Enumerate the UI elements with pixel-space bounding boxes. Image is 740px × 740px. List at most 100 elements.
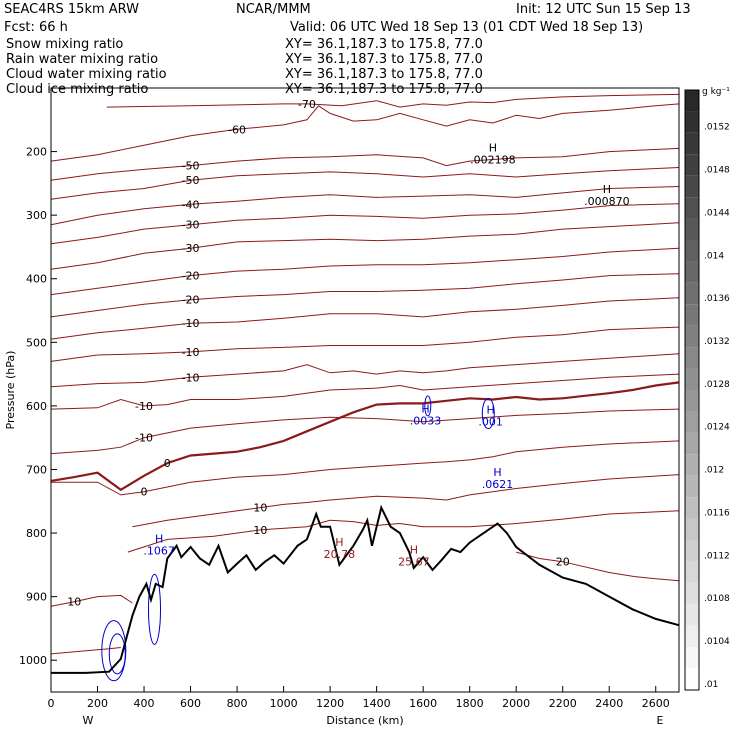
extrema-labels: H.002198H.000870H.0033H.001H.0621H.1067H… bbox=[143, 142, 629, 569]
colorbar-swatch bbox=[685, 368, 699, 390]
x-tick-label: 0 bbox=[48, 697, 55, 710]
colorbar-swatch bbox=[685, 111, 699, 133]
colorbar-swatch bbox=[685, 454, 699, 476]
colorbar-swatch bbox=[685, 282, 699, 305]
colorbar-label: .0104 bbox=[704, 637, 730, 647]
contour-label: -30 bbox=[182, 242, 200, 255]
contour-line bbox=[50, 408, 680, 455]
colorbar-swatch bbox=[685, 304, 699, 326]
y-tick-label: 700 bbox=[26, 463, 47, 476]
extremum-letter: H bbox=[335, 536, 343, 549]
colorbar-swatch bbox=[685, 154, 699, 176]
colorbar-swatch bbox=[685, 497, 699, 519]
cloud-contour bbox=[108, 633, 126, 675]
extremum-value: .1067 bbox=[143, 545, 175, 558]
y-tick-label: 800 bbox=[26, 527, 47, 540]
contour-label: -50 bbox=[182, 160, 200, 173]
contour-label: -60 bbox=[228, 123, 246, 136]
contour-line bbox=[50, 373, 680, 410]
contour-label: -30 bbox=[182, 219, 200, 232]
contour-label: 20 bbox=[556, 556, 570, 569]
x-tick-label: 2200 bbox=[549, 697, 577, 710]
plot-frame bbox=[50, 87, 680, 693]
contour-label: 10 bbox=[253, 524, 267, 537]
colorbar-swatch bbox=[685, 411, 699, 433]
cloud-contour bbox=[101, 620, 127, 682]
contour-line bbox=[50, 147, 680, 181]
cloud-contour bbox=[424, 395, 432, 417]
x-tick-label: 1000 bbox=[270, 697, 298, 710]
contour-line bbox=[50, 297, 680, 340]
colorbar-label: .0136 bbox=[704, 294, 730, 304]
contour-line bbox=[50, 594, 133, 607]
colorbar-label: .0124 bbox=[704, 423, 730, 433]
extremum-value: 20.78 bbox=[324, 548, 356, 561]
init-time: Init: 12 UTC Sun 15 Sep 13 bbox=[516, 2, 691, 17]
extremum-letter: H bbox=[155, 533, 163, 546]
colorbar-swatch bbox=[685, 540, 699, 562]
colorbar-swatch bbox=[685, 261, 699, 283]
y-axis-label: Pressure (hPa) bbox=[4, 351, 17, 430]
extremum-letter: H bbox=[603, 183, 611, 196]
center-title: NCAR/MMM bbox=[236, 2, 311, 17]
y-tick-label: 200 bbox=[26, 146, 47, 159]
contour-label: 0 bbox=[164, 457, 171, 470]
west-endpoint: W bbox=[83, 714, 94, 727]
colorbar-swatch bbox=[685, 647, 699, 669]
contour-line bbox=[51, 440, 680, 496]
cloud-contour bbox=[148, 573, 162, 645]
contour-label: -20 bbox=[182, 294, 200, 307]
colorbar-swatch bbox=[685, 175, 699, 198]
y-tick-label: 400 bbox=[26, 273, 47, 286]
contour-line bbox=[50, 186, 680, 226]
colorbar-swatch bbox=[685, 518, 699, 540]
y-tick-label: 1000 bbox=[19, 654, 47, 667]
extremum-value: .0033 bbox=[410, 414, 442, 427]
y-tick-label: 300 bbox=[26, 209, 47, 222]
colorbar-label: .0148 bbox=[704, 166, 730, 176]
colorbar-swatch bbox=[685, 390, 699, 412]
colorbar-swatch bbox=[685, 218, 699, 240]
contour-line bbox=[50, 103, 680, 162]
colorbar-swatch bbox=[685, 582, 699, 605]
valid-time: Valid: 06 UTC Wed 18 Sep 13 (01 CDT Wed … bbox=[290, 20, 643, 35]
colorbar-swatch bbox=[685, 475, 699, 498]
colorbar-swatch bbox=[685, 347, 699, 369]
contour-line bbox=[516, 551, 680, 582]
field-xy-cloud-ice: XY= 36.1,187.3 to 175.8, 77.0 bbox=[285, 82, 483, 97]
field-xy-cloud-water: XY= 36.1,187.3 to 175.8, 77.0 bbox=[285, 67, 483, 82]
colorbar-swatch bbox=[685, 240, 699, 262]
contour-line bbox=[106, 93, 680, 108]
contour-line bbox=[50, 273, 680, 318]
contour-label: -10 bbox=[182, 346, 200, 359]
extremum-value: .002198 bbox=[470, 154, 516, 167]
colorbar-label: .014 bbox=[704, 251, 724, 261]
x-tick-label: 600 bbox=[180, 697, 201, 710]
extremum-letter: H bbox=[489, 142, 497, 155]
contour-line bbox=[50, 326, 680, 362]
contour-line bbox=[50, 381, 680, 492]
contour-line bbox=[50, 222, 680, 270]
contour-label: 10 bbox=[253, 502, 267, 515]
contour-label: 0 bbox=[141, 486, 148, 499]
cloud-water-contours bbox=[101, 395, 495, 682]
colorbar-label: .0144 bbox=[704, 208, 730, 218]
colorbar-swatch bbox=[685, 561, 699, 583]
model-title: SEAC4RS 15km ARW bbox=[4, 2, 139, 17]
terrain-profile bbox=[51, 504, 680, 674]
x-tick-label: 2400 bbox=[595, 697, 623, 710]
x-tick-label: 800 bbox=[227, 697, 248, 710]
colorbar-swatch bbox=[685, 432, 699, 455]
field-name-rain: Rain water mixing ratio bbox=[6, 52, 158, 67]
x-tick-label: 1800 bbox=[456, 697, 484, 710]
contour-label: -70 bbox=[298, 98, 316, 111]
contour-line bbox=[50, 353, 680, 388]
extremum-value: .001 bbox=[478, 416, 503, 429]
colorbar-swatch bbox=[685, 197, 699, 219]
colorbar-swatch bbox=[685, 668, 699, 690]
x-tick-label: 1400 bbox=[363, 697, 391, 710]
colorbar: .0152 .0148 .0144 .014 .0136 .0132 .0128 .0124.… bbox=[684, 89, 730, 691]
colorbar-label: .0116 bbox=[704, 508, 730, 518]
y-tick-label: 900 bbox=[26, 591, 47, 604]
contour-line bbox=[127, 510, 680, 553]
